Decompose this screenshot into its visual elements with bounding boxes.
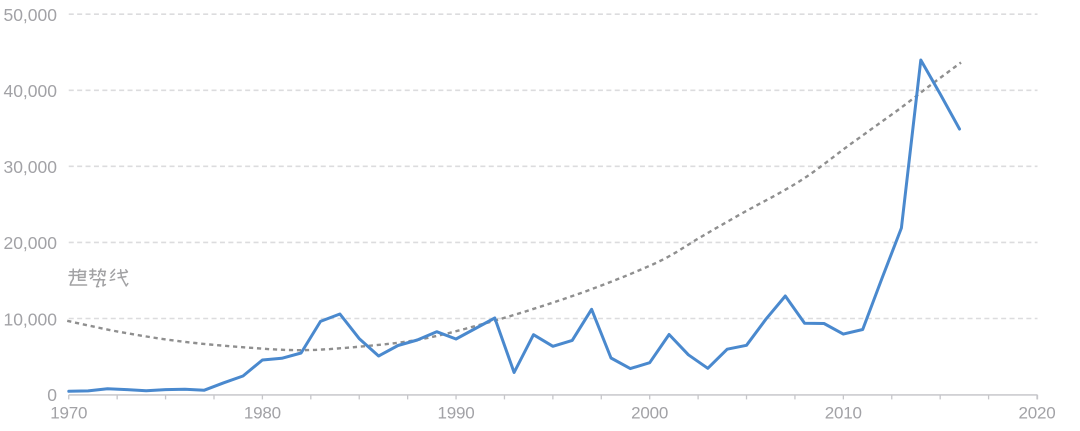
svg-text:20,000: 20,000 bbox=[3, 233, 57, 253]
svg-text:30,000: 30,000 bbox=[3, 157, 57, 177]
svg-text:1970: 1970 bbox=[50, 404, 87, 423]
svg-text:40,000: 40,000 bbox=[3, 81, 57, 101]
svg-text:1980: 1980 bbox=[244, 404, 281, 423]
svg-text:2020: 2020 bbox=[1018, 404, 1055, 423]
svg-text:2000: 2000 bbox=[631, 404, 668, 423]
svg-text:1990: 1990 bbox=[437, 404, 474, 423]
svg-text:50,000: 50,000 bbox=[3, 5, 57, 25]
svg-text:0: 0 bbox=[47, 385, 57, 405]
svg-text:10,000: 10,000 bbox=[3, 309, 57, 329]
svg-text:2010: 2010 bbox=[825, 404, 862, 423]
